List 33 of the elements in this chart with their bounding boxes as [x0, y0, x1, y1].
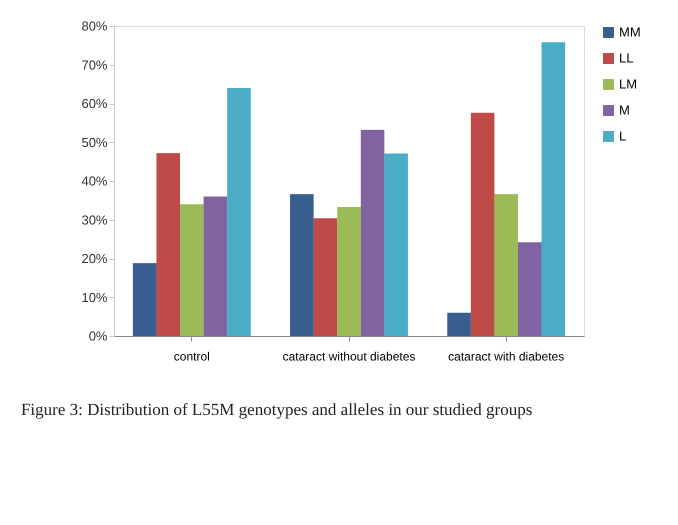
bar — [290, 194, 314, 336]
bar — [518, 242, 542, 336]
y-tick-label: 20% — [81, 251, 108, 266]
bar — [156, 153, 180, 336]
bar — [132, 263, 156, 336]
y-tick-label: 10% — [81, 290, 108, 305]
bar — [180, 204, 204, 336]
legend-label: LM — [619, 76, 638, 92]
y-tick-label: 70% — [81, 57, 108, 72]
y-tick-label: 0% — [88, 328, 108, 344]
bar — [494, 194, 518, 336]
bar — [470, 112, 494, 336]
bar — [360, 130, 384, 336]
x-tick-label: cataract with diabetes — [448, 350, 564, 364]
y-tick-label: 60% — [81, 96, 108, 111]
caption: Figure 3: Distribution of L55M genotypes and alleles in our studied groups — [20, 400, 532, 419]
bar — [447, 312, 471, 336]
y-tick-label: 40% — [81, 174, 108, 188]
y-tick-label: 50% — [81, 134, 108, 150]
bar — [384, 153, 408, 336]
x-tick-label: cataract without diabetes — [282, 350, 416, 364]
y-tick-label: 80% — [81, 18, 108, 34]
bar — [337, 206, 361, 336]
legend-label: M — [619, 102, 630, 118]
y-tick-label: 30% — [81, 212, 108, 228]
bar — [204, 196, 228, 336]
legend-label: MM — [619, 24, 641, 40]
x-tick-label: control — [174, 350, 210, 364]
legend-label: LL — [619, 50, 634, 66]
bar — [542, 42, 566, 336]
legend-label: L — [619, 128, 626, 144]
bar — [314, 218, 338, 336]
bar — [227, 88, 251, 336]
